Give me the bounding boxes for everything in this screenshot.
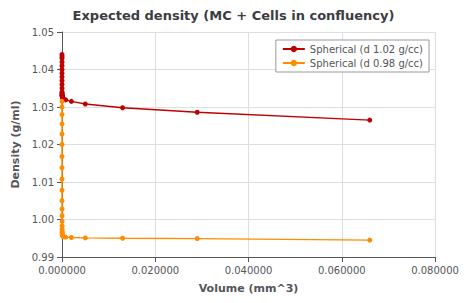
svg-text:1.00: 1.00 xyxy=(32,214,54,225)
svg-text:Spherical (d 1.02 g/cc): Spherical (d 1.02 g/cc) xyxy=(310,44,423,55)
svg-text:Spherical (d 0.98 g/cc): Spherical (d 0.98 g/cc) xyxy=(310,58,423,69)
svg-text:0.99: 0.99 xyxy=(32,252,54,263)
svg-text:1.04: 1.04 xyxy=(32,64,54,75)
svg-text:0.020000: 0.020000 xyxy=(131,265,179,276)
svg-text:1.03: 1.03 xyxy=(32,102,54,113)
svg-text:0.040000: 0.040000 xyxy=(225,265,273,276)
svg-text:0.060000: 0.060000 xyxy=(318,265,366,276)
svg-text:Density (g/ml): Density (g/ml) xyxy=(9,100,22,188)
svg-text:1.05: 1.05 xyxy=(32,27,54,38)
svg-text:0.000000: 0.000000 xyxy=(38,265,86,276)
svg-text:1.02: 1.02 xyxy=(32,139,54,150)
svg-text:Expected density (MC + Cells i: Expected density (MC + Cells in confluen… xyxy=(73,8,395,23)
svg-text:1.01: 1.01 xyxy=(32,177,54,188)
svg-text:0.080000: 0.080000 xyxy=(411,265,459,276)
svg-text:Volume (mm^3): Volume (mm^3) xyxy=(199,282,299,295)
